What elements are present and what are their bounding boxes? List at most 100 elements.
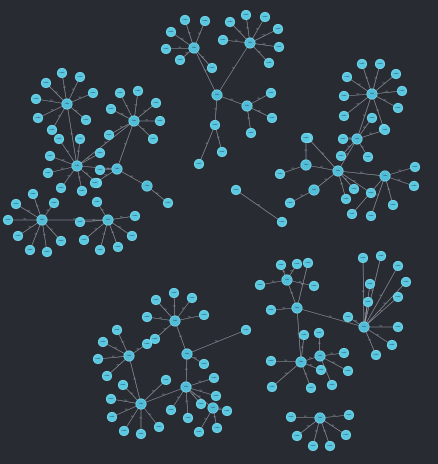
node-circle[interactable] [392, 102, 404, 114]
graph-node[interactable]: node [291, 430, 303, 442]
node-circle[interactable] [241, 100, 253, 112]
graph-node[interactable]: node [254, 279, 266, 291]
graph-node[interactable]: node [362, 151, 374, 163]
graph-node[interactable]: node [356, 58, 368, 70]
node-circle[interactable] [198, 309, 210, 321]
graph-node[interactable]: node [94, 147, 106, 159]
node-circle[interactable] [180, 381, 192, 393]
node-circle[interactable] [305, 382, 317, 394]
graph-node[interactable]: node [409, 161, 421, 173]
graph-edge[interactable] [363, 326, 393, 346]
graph-node[interactable]: node [400, 276, 412, 288]
graph-node[interactable]: node [206, 62, 218, 74]
node-circle[interactable] [114, 87, 126, 99]
node-circle[interactable] [135, 428, 147, 440]
graph-hub-node[interactable]: hub [244, 37, 256, 49]
node-circle[interactable] [221, 405, 233, 417]
graph-node[interactable]: node [366, 112, 378, 124]
node-circle[interactable] [94, 147, 106, 159]
node-circle[interactable] [101, 370, 113, 382]
node-circle[interactable] [409, 161, 421, 173]
graph-node[interactable]: node [179, 14, 191, 26]
node-circle[interactable] [276, 216, 288, 228]
graph-node[interactable]: node [198, 358, 210, 370]
graph-node[interactable]: node [259, 11, 271, 23]
graph-node[interactable]: node [199, 15, 211, 27]
graph-node[interactable]: node [30, 93, 42, 105]
node-circle[interactable] [169, 315, 181, 327]
graph-hub-node[interactable]: hub [332, 165, 344, 177]
graph-hub-node[interactable]: hub [36, 214, 48, 226]
node-circle[interactable] [147, 133, 159, 145]
node-circle[interactable] [343, 409, 355, 421]
graph-node[interactable]: node [78, 234, 90, 246]
graph-edge[interactable] [271, 361, 302, 388]
node-circle[interactable] [357, 252, 369, 264]
graph-node[interactable]: node [265, 355, 277, 367]
graph-node[interactable]: node [217, 34, 229, 46]
node-circle[interactable] [392, 291, 404, 303]
graph-edge[interactable] [363, 255, 382, 328]
node-circle[interactable] [365, 210, 377, 222]
graph-node[interactable]: node [221, 405, 233, 417]
graph-hub-node[interactable]: hub [291, 302, 303, 314]
graph-node[interactable]: node [182, 412, 194, 424]
node-circle[interactable] [92, 353, 104, 365]
graph-node[interactable]: node [80, 114, 92, 126]
graph-node[interactable]: node [112, 241, 124, 253]
node-circle[interactable] [362, 151, 374, 163]
graph-node[interactable]: node [392, 260, 404, 272]
graph-node[interactable]: node [216, 146, 228, 158]
graph-edge[interactable] [193, 47, 218, 96]
node-circle[interactable] [314, 412, 326, 424]
graph-node[interactable]: node [12, 230, 24, 242]
node-circle[interactable] [364, 278, 376, 290]
graph-node[interactable]: node [408, 180, 420, 192]
graph-node[interactable]: node [291, 258, 303, 270]
graph-node[interactable]: node [168, 287, 180, 299]
node-circle[interactable] [259, 11, 271, 23]
node-circle[interactable] [174, 54, 186, 66]
graph-node[interactable]: node [40, 77, 52, 89]
node-circle[interactable] [346, 208, 358, 220]
graph-node[interactable]: node [374, 58, 386, 70]
node-circle[interactable] [265, 355, 277, 367]
graph-node[interactable]: node [135, 428, 147, 440]
node-circle[interactable] [111, 324, 123, 336]
graph-hub-node[interactable]: hub [358, 321, 370, 333]
graph-node[interactable]: node [266, 381, 278, 393]
node-circle[interactable] [80, 114, 92, 126]
node-circle[interactable] [150, 97, 162, 109]
graph-node[interactable]: node [305, 382, 317, 394]
graph-node[interactable]: node [326, 379, 338, 391]
graph-node[interactable]: node [74, 216, 86, 228]
graph-edge[interactable] [363, 281, 407, 328]
graph-node[interactable]: node [186, 292, 198, 304]
node-circle[interactable] [208, 372, 220, 384]
graph-node[interactable]: node [92, 353, 104, 365]
graph-hub-node[interactable]: hub [314, 412, 326, 424]
node-circle[interactable] [300, 132, 312, 144]
node-circle[interactable] [74, 133, 86, 145]
node-circle[interactable] [153, 421, 165, 433]
node-circle[interactable] [370, 349, 382, 361]
node-circle[interactable] [265, 87, 277, 99]
graph-node[interactable]: node [335, 150, 347, 162]
graph-node[interactable]: node [160, 43, 172, 55]
node-circle[interactable] [48, 197, 60, 209]
node-circle[interactable] [291, 430, 303, 442]
node-circle[interactable] [291, 258, 303, 270]
node-circle[interactable] [76, 185, 88, 197]
graph-node[interactable]: node [89, 177, 101, 189]
node-circle[interactable] [141, 180, 153, 192]
node-circle[interactable] [338, 347, 350, 359]
graph-node[interactable]: node [276, 216, 288, 228]
node-circle[interactable] [390, 68, 402, 80]
node-circle[interactable] [135, 398, 147, 410]
node-circle[interactable] [342, 311, 354, 323]
graph-node[interactable]: node [198, 309, 210, 321]
graph-edge[interactable] [362, 257, 365, 328]
node-circle[interactable] [94, 164, 106, 176]
node-circle[interactable] [340, 193, 352, 205]
node-circle[interactable] [211, 422, 223, 434]
